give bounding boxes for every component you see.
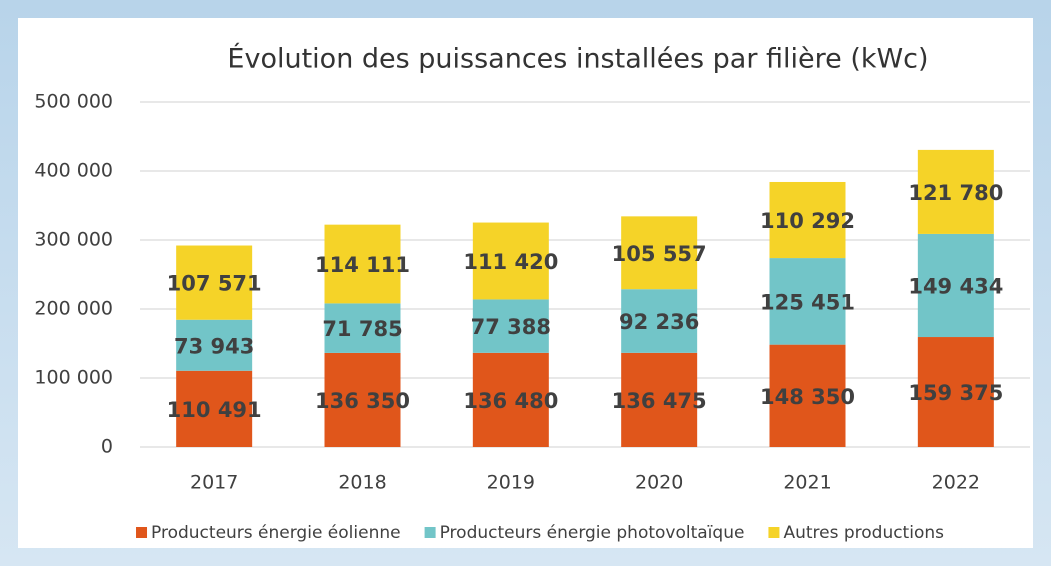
x-tick-label: 2020	[635, 472, 683, 494]
bar-segment	[917, 149, 994, 234]
x-tick-label: 2021	[783, 472, 831, 494]
data-label: 110 292	[760, 209, 855, 233]
data-label: 77 388	[471, 315, 551, 339]
bar-segment	[176, 370, 253, 447]
data-label: 105 557	[612, 242, 707, 266]
data-label: 121 780	[908, 181, 1003, 205]
data-label: 136 350	[315, 389, 410, 413]
bar-segment	[769, 181, 846, 259]
legend-swatch	[768, 527, 780, 538]
data-label: 136 480	[463, 389, 558, 413]
data-label: 92 236	[619, 310, 699, 334]
y-tick-label: 500 000	[34, 91, 113, 113]
bar-segment	[472, 299, 549, 353]
bar-segment	[769, 344, 846, 447]
bar-segment	[769, 258, 846, 345]
data-label: 149 434	[908, 274, 1003, 298]
y-tick-label: 0	[101, 436, 113, 458]
legend-swatch	[424, 527, 436, 538]
bar-segment	[176, 245, 253, 320]
x-tick-label: 2022	[932, 472, 980, 494]
x-tick-label: 2018	[338, 472, 386, 494]
y-tick-label: 100 000	[34, 367, 113, 389]
data-label: 159 375	[908, 381, 1003, 405]
bar-segment	[472, 352, 549, 447]
bar-segment	[917, 233, 994, 338]
bar-segment	[324, 303, 401, 353]
y-tick-label: 400 000	[34, 160, 113, 182]
bar-segment	[176, 319, 253, 371]
data-label: 110 491	[167, 398, 262, 422]
legend-label: Producteurs énergie éolienne	[151, 523, 401, 543]
bar-segment	[621, 289, 698, 353]
bar-segment	[324, 224, 401, 304]
legend-label: Autres productions	[783, 523, 944, 543]
data-label: 107 571	[167, 272, 262, 296]
bar-segment	[621, 352, 698, 447]
bar-segment	[324, 352, 401, 447]
data-label: 125 451	[760, 290, 855, 314]
data-label: 148 350	[760, 385, 855, 409]
data-label: 114 111	[315, 253, 410, 277]
x-tick-label: 2019	[487, 472, 535, 494]
y-tick-label: 200 000	[34, 298, 113, 320]
bar-segment	[621, 216, 698, 290]
bar-segment	[917, 337, 994, 447]
x-tick-label: 2017	[190, 472, 238, 494]
data-label: 111 420	[463, 250, 558, 274]
y-tick-label: 300 000	[34, 229, 113, 251]
chart-title: Évolution des puissances installées par …	[227, 43, 928, 75]
data-label: 71 785	[322, 317, 402, 341]
data-label: 136 475	[612, 389, 707, 413]
data-label: 73 943	[174, 334, 254, 358]
legend-swatch	[136, 527, 148, 538]
bar-segment	[472, 222, 549, 300]
legend-label: Producteurs énergie photovoltaïque	[440, 523, 745, 543]
